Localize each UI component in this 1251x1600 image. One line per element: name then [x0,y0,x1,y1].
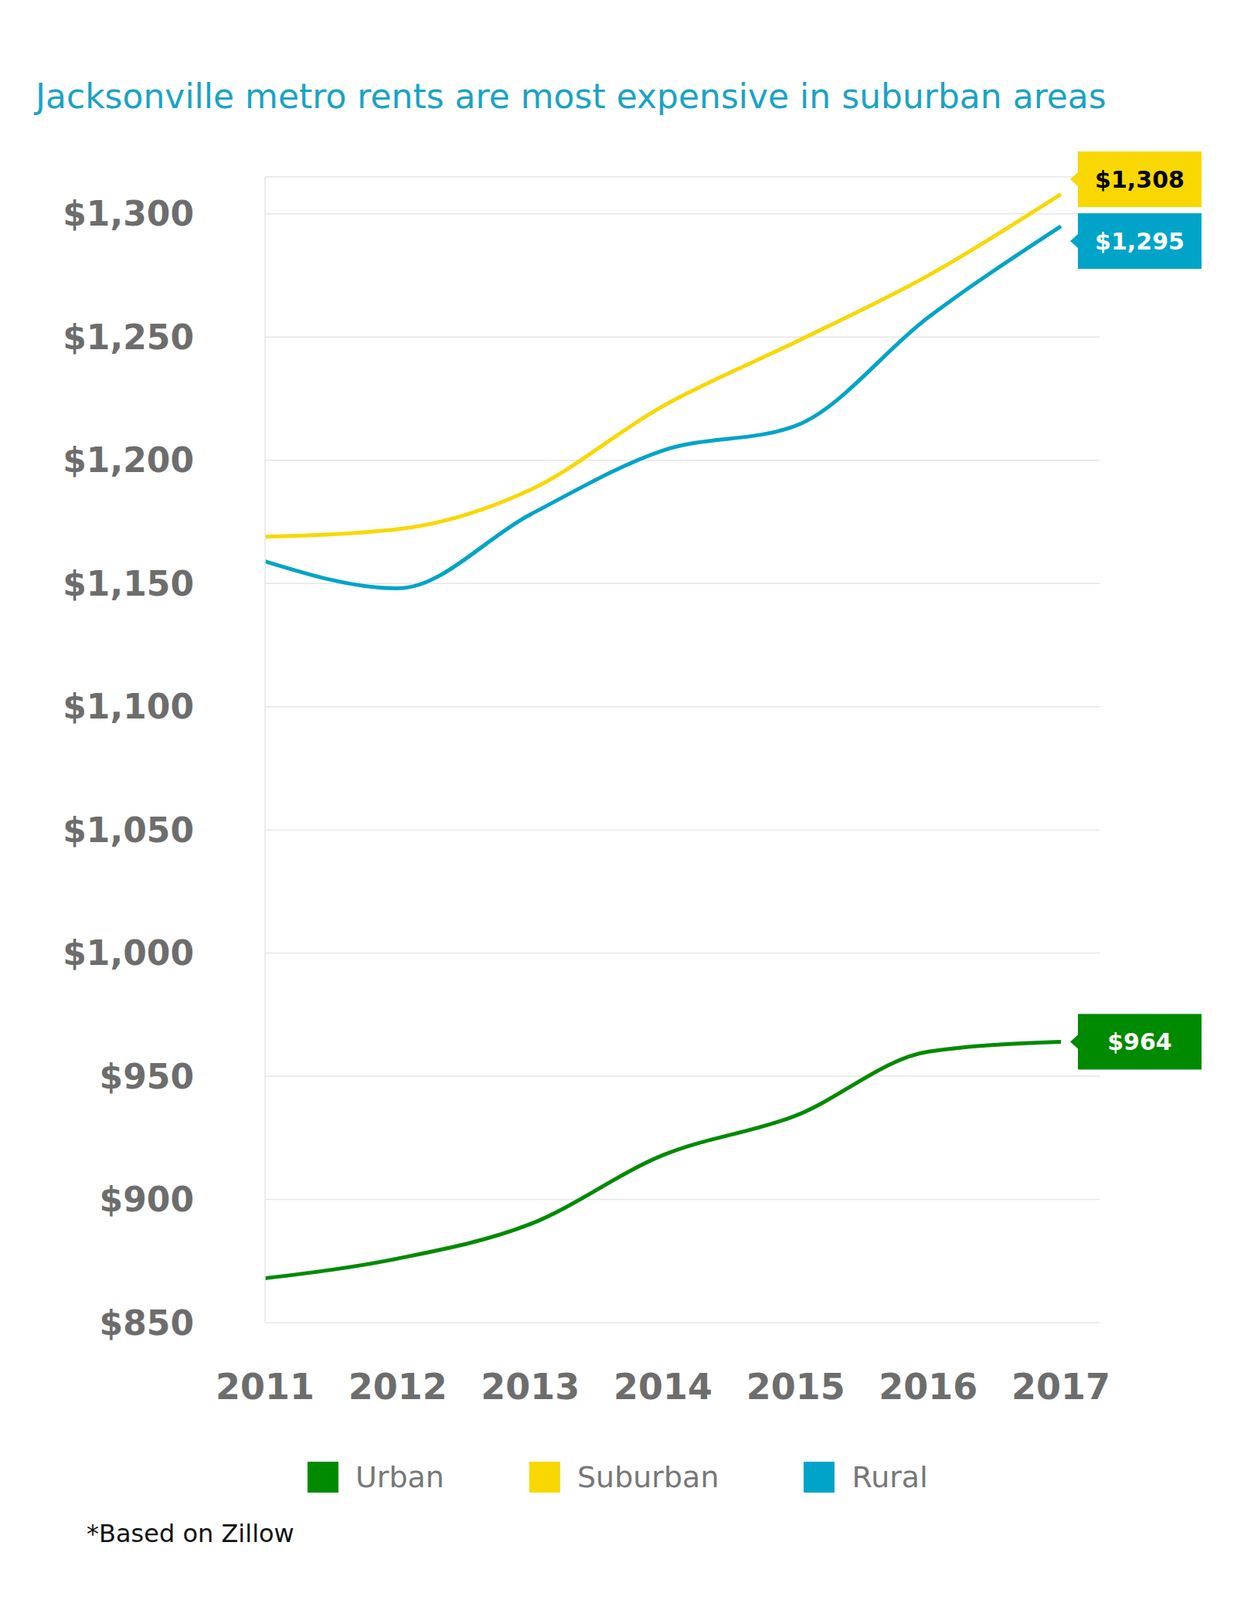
svg-text:2017: 2017 [1011,1366,1111,1408]
svg-text:$964: $964 [1107,1028,1173,1056]
svg-text:$1,308: $1,308 [1094,166,1185,194]
html-text:*Based on Zillow: *Based on Zillow [86,1519,295,1549]
svg-text:2016: 2016 [878,1366,978,1408]
svg-text:$1,150: $1,150 [62,564,194,604]
svg-text:$850: $850 [99,1303,194,1343]
svg-text:$1,200: $1,200 [62,440,194,480]
html-text:Jacksonville metro rents are m: Jacksonville metro rents are most expens… [35,76,1107,116]
svg-text:$1,250: $1,250 [62,317,194,357]
svg-text:$1,000: $1,000 [62,933,194,973]
svg-text:2014: 2014 [613,1366,713,1408]
html-text:Rural: Rural [851,1460,928,1495]
svg-text:$950: $950 [99,1057,194,1097]
svg-text:2011: 2011 [215,1366,315,1408]
html-text:Urban: Urban [355,1460,445,1495]
svg-text:$1,300: $1,300 [62,193,194,234]
svg-text:$1,100: $1,100 [62,686,194,727]
svg-text:2012: 2012 [348,1366,448,1408]
html-text:Suburban: Suburban [577,1460,719,1495]
svg-text:2015: 2015 [746,1366,846,1408]
svg-text:$1,050: $1,050 [62,810,194,850]
svg-text:$900: $900 [99,1179,194,1220]
svg-text:$1,295: $1,295 [1094,227,1185,255]
svg-text:2013: 2013 [480,1366,580,1408]
